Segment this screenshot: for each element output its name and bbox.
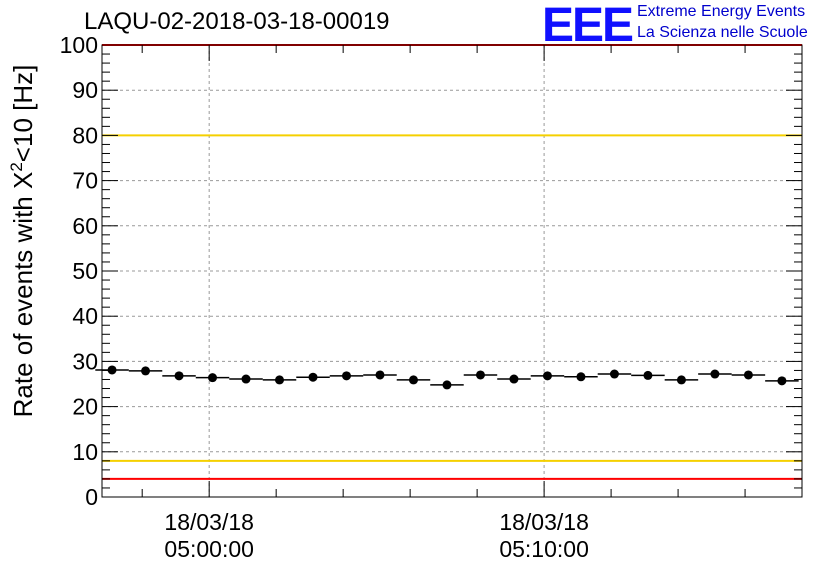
data-point (777, 376, 787, 386)
x-tick-label-time: 05:00:00 (164, 536, 254, 562)
y-tick-label: 0 (85, 484, 98, 510)
eee-logo-mark: EEE (542, 0, 634, 52)
data-point (609, 369, 619, 379)
data-point (208, 373, 218, 383)
y-tick-label: 70 (72, 168, 98, 194)
data-point (509, 374, 519, 384)
y-tick-label: 50 (72, 258, 98, 284)
y-tick-label: 80 (72, 122, 98, 148)
x-tick-label-time: 05:10:00 (499, 536, 589, 562)
y-axis-label: Rate of events with X2<10 [Hz] (7, 65, 38, 418)
data-point (141, 366, 151, 376)
x-tick-label-date: 18/03/18 (164, 509, 254, 535)
y-tick-label: 10 (72, 439, 98, 465)
data-point (275, 375, 285, 385)
y-tick-label: 40 (72, 303, 98, 329)
eee-logo: EEE Extreme Energy Events La Scienza nel… (542, 0, 836, 52)
data-point (676, 375, 686, 385)
data-point (408, 375, 418, 385)
data-point (241, 374, 251, 384)
x-tick-label-date: 18/03/18 (499, 509, 589, 535)
y-tick-label: 20 (72, 394, 98, 420)
y-tick-label: 60 (72, 213, 98, 239)
data-point (743, 370, 753, 380)
y-tick-label: 30 (72, 348, 98, 374)
y-tick-label: 90 (72, 77, 98, 103)
data-point (442, 380, 452, 390)
logo-text-line2: La Scienza nelle Scuole (637, 24, 808, 41)
data-point (107, 365, 117, 375)
data-point (174, 371, 184, 381)
data-point (475, 370, 485, 380)
data-point (643, 370, 653, 380)
logo-text-line1: Extreme Energy Events (637, 3, 806, 20)
data-point (576, 372, 586, 382)
data-point (710, 369, 720, 379)
data-point (308, 372, 318, 382)
data-point (341, 371, 351, 381)
data-point (375, 370, 385, 380)
chart-title: LAQU-02-2018-03-18-00019 (84, 8, 390, 35)
y-tick-label: 100 (60, 32, 98, 58)
data-point (542, 371, 552, 381)
